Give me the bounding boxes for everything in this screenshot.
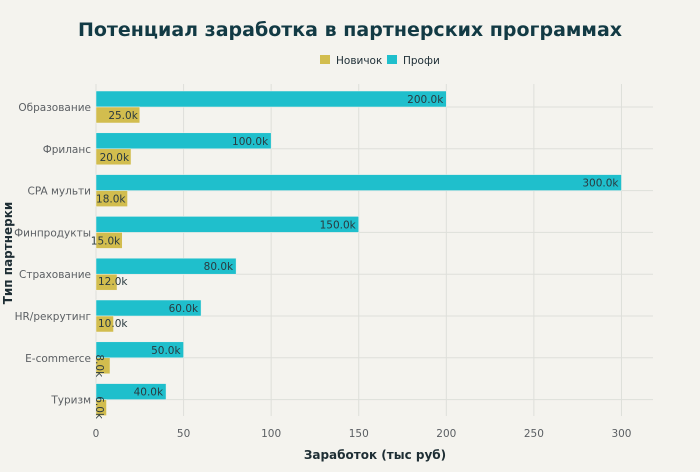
- category-label: HR/рекрутинг: [15, 311, 91, 323]
- bar-beginner: [95, 190, 128, 207]
- data-label-beginner: 12.0k: [98, 276, 128, 288]
- y-axis-title: Тип партнерки: [1, 202, 15, 305]
- bar-pro: [95, 257, 237, 275]
- y-axis-category-labels: Образование Фриланс CPA мульти Финпродукты С…: [14, 102, 91, 407]
- bar-beginner: [95, 232, 123, 249]
- category-label: E-commerce: [25, 353, 91, 365]
- bars: [95, 90, 622, 416]
- category-label: Фриланс: [43, 144, 92, 156]
- data-label-beginner: 20.0k: [100, 152, 130, 164]
- legend-label-beginner: Новичок: [336, 55, 382, 67]
- bar-beginner: [95, 106, 141, 124]
- data-label-pro: 200.0k: [407, 94, 444, 106]
- bar-pro: [95, 383, 167, 400]
- data-label-pro: 150.0k: [320, 219, 357, 231]
- bar-beginner: [95, 148, 132, 166]
- data-label-pro: 40.0k: [134, 387, 164, 399]
- legend-swatch-pro: [387, 55, 397, 64]
- data-label-beginner: 18.0k: [96, 194, 126, 206]
- x-tick-label: 150: [349, 428, 369, 440]
- legend-label-pro: Профи: [403, 55, 440, 67]
- data-label-beginner: 6.0k: [93, 396, 105, 420]
- bar-pro: [95, 90, 447, 108]
- bar-pro: [95, 174, 622, 191]
- data-label-pro: 300.0k: [582, 178, 619, 190]
- category-label: CPA мульти: [28, 186, 92, 198]
- bar-pro: [95, 299, 202, 317]
- bar-pro: [95, 216, 359, 233]
- x-axis-title: Заработок (тыс руб): [304, 448, 446, 462]
- category-label: Финпродукты: [14, 227, 91, 239]
- category-label: Страхование: [19, 269, 91, 281]
- bar-beginner: [95, 357, 111, 375]
- category-label: Туризм: [50, 395, 91, 407]
- bar-pro: [95, 132, 272, 150]
- legend-swatch-beginner: [320, 55, 330, 64]
- data-label-pro: 60.0k: [169, 303, 199, 315]
- x-tick-label: 200: [436, 428, 456, 440]
- data-label-beginner: 25.0k: [108, 110, 138, 122]
- data-label-pro: 80.0k: [204, 261, 234, 273]
- chart-title: Потенциал заработка в партнерских програ…: [78, 19, 622, 41]
- x-tick-label: 50: [177, 428, 190, 440]
- bar-beginner: [95, 315, 114, 333]
- data-label-pro: 50.0k: [151, 345, 181, 357]
- data-label-beginner: 15.0k: [91, 235, 121, 247]
- x-axis-tick-labels: 0 50 100 150 200 250 300: [93, 428, 632, 440]
- bar-pro: [95, 341, 184, 359]
- data-labels: 200.0k 25.0k 100.0k 20.0k 300.0k 18.0k 150.0k 1…: [91, 94, 620, 420]
- data-label-beginner: 10.0k: [98, 318, 128, 330]
- bar-beginner: [95, 273, 118, 291]
- bar-beginner: [95, 399, 107, 416]
- legend: Новичок Профи: [320, 55, 440, 67]
- x-tick-label: 0: [93, 428, 100, 440]
- data-label-beginner: 8.0k: [93, 354, 105, 378]
- x-tick-label: 300: [611, 428, 631, 440]
- x-tick-label: 250: [524, 428, 544, 440]
- category-label: Образование: [18, 102, 91, 114]
- x-tick-label: 100: [261, 428, 281, 440]
- data-label-pro: 100.0k: [232, 136, 269, 148]
